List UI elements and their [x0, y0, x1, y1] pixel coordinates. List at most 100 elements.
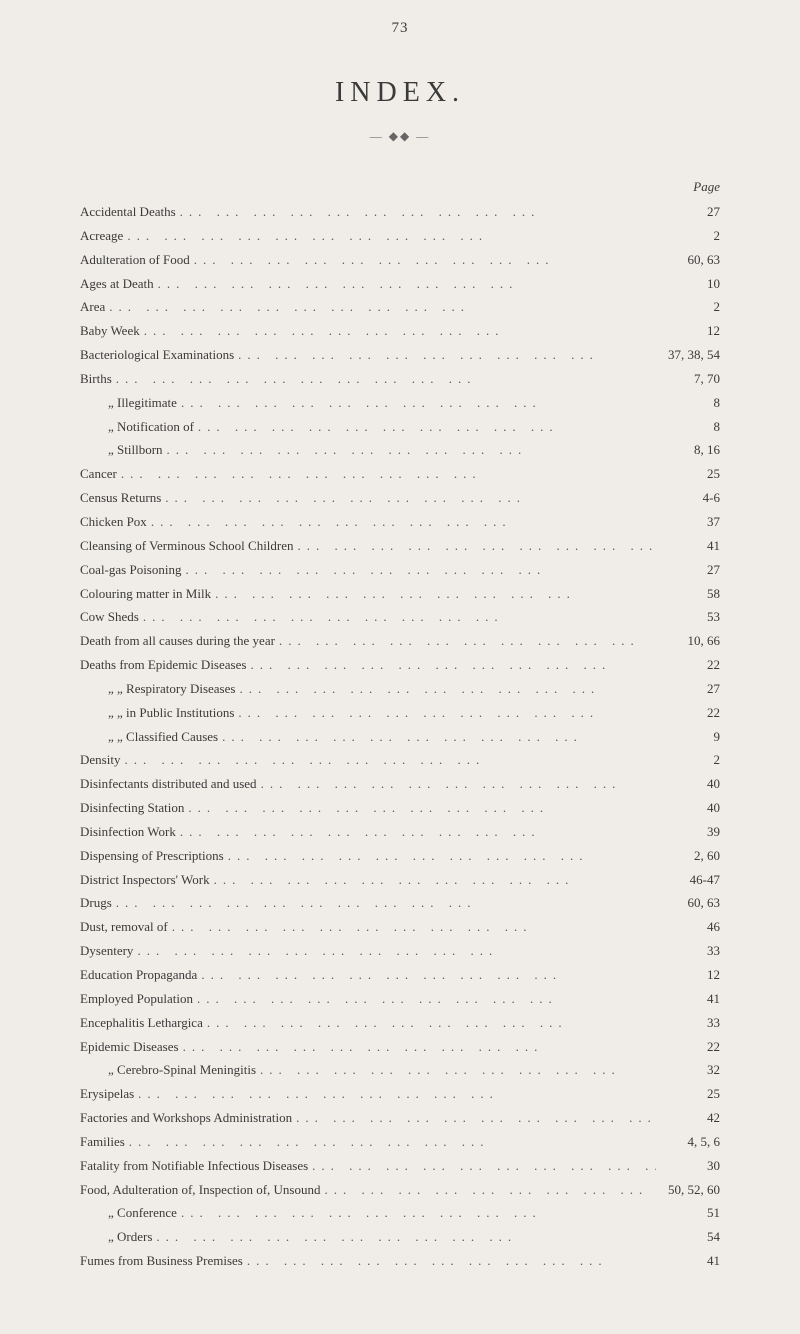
- entry-label: „ Illegitimate: [108, 394, 177, 413]
- entry-dots: ... ... ... ... ... ... ... ... ... ...: [109, 298, 656, 317]
- entry-dots: ... ... ... ... ... ... ... ... ... ...: [312, 1157, 656, 1176]
- entry-label: Disinfecting Station: [80, 799, 184, 818]
- entry-dots: ... ... ... ... ... ... ... ... ... ...: [298, 537, 656, 556]
- entry-page: 53: [660, 608, 720, 627]
- index-entry: Cleansing of Verminous School Children .…: [80, 537, 720, 556]
- entry-page: 40: [660, 799, 720, 818]
- entry-page: 25: [660, 1085, 720, 1104]
- title-divider: [80, 129, 720, 144]
- index-entry: Accidental Deaths ... ... ... ... ... ..…: [80, 203, 720, 222]
- entry-label: Adulteration of Food: [80, 251, 190, 270]
- index-entry: Epidemic Diseases ... ... ... ... ... ..…: [80, 1038, 720, 1057]
- entry-page: 46-47: [660, 871, 720, 890]
- entry-label: Chicken Pox: [80, 513, 147, 532]
- entry-label: Drugs: [80, 894, 112, 913]
- entry-page: 2: [660, 751, 720, 770]
- index-entry: „ Notification of ... ... ... ... ... ..…: [80, 418, 720, 437]
- page-column-header: Page: [80, 179, 720, 195]
- entry-dots: ... ... ... ... ... ... ... ... ... ...: [228, 847, 656, 866]
- index-entry: Density ... ... ... ... ... ... ... ... …: [80, 751, 720, 770]
- index-entry: Factories and Workshops Administration .…: [80, 1109, 720, 1128]
- entry-page: 60, 63: [660, 894, 720, 913]
- index-entry: Disinfecting Station ... ... ... ... ...…: [80, 799, 720, 818]
- entry-page: 51: [660, 1204, 720, 1223]
- entry-page: 42: [660, 1109, 720, 1128]
- index-entry: „ Cerebro-Spinal Meningitis ... ... ... …: [80, 1061, 720, 1080]
- entry-dots: ... ... ... ... ... ... ... ... ... ...: [185, 561, 656, 580]
- entry-dots: ... ... ... ... ... ... ... ... ... ...: [214, 871, 656, 890]
- entry-dots: ... ... ... ... ... ... ... ... ... ...: [215, 585, 656, 604]
- index-entry: Families ... ... ... ... ... ... ... ...…: [80, 1133, 720, 1152]
- entry-dots: ... ... ... ... ... ... ... ... ... ...: [222, 728, 656, 747]
- entry-label: Erysipelas: [80, 1085, 134, 1104]
- entry-label: Death from all causes during the year: [80, 632, 275, 651]
- entry-dots: ... ... ... ... ... ... ... ... ... ...: [143, 608, 656, 627]
- entry-page: 2, 60: [660, 847, 720, 866]
- index-list: Accidental Deaths ... ... ... ... ... ..…: [80, 203, 720, 1271]
- index-entry: Encephalitis Lethargica ... ... ... ... …: [80, 1014, 720, 1033]
- entry-page: 33: [660, 942, 720, 961]
- entry-label: Deaths from Epidemic Diseases: [80, 656, 246, 675]
- entry-label: Employed Population: [80, 990, 193, 1009]
- entry-dots: ... ... ... ... ... ... ... ... ... ...: [296, 1109, 656, 1128]
- entry-page: 22: [660, 704, 720, 723]
- entry-dots: ... ... ... ... ... ... ... ... ... ...: [181, 1204, 656, 1223]
- entry-page: 8: [660, 394, 720, 413]
- index-entry: Coal-gas Poisoning ... ... ... ... ... .…: [80, 561, 720, 580]
- entry-page: 10: [660, 275, 720, 294]
- entry-label: Ages at Death: [80, 275, 154, 294]
- entry-dots: ... ... ... ... ... ... ... ... ... ...: [261, 775, 656, 794]
- index-entry: „ „ in Public Institutions ... ... ... .…: [80, 704, 720, 723]
- entry-dots: ... ... ... ... ... ... ... ... ... ...: [250, 656, 656, 675]
- entry-dots: ... ... ... ... ... ... ... ... ... ...: [207, 1014, 656, 1033]
- entry-label: Cow Sheds: [80, 608, 139, 627]
- entry-page: 9: [660, 728, 720, 747]
- entry-dots: ... ... ... ... ... ... ... ... ... ...: [180, 823, 656, 842]
- index-entry: Baby Week ... ... ... ... ... ... ... ..…: [80, 322, 720, 341]
- index-entry: Area ... ... ... ... ... ... ... ... ...…: [80, 298, 720, 317]
- index-entry: „ Orders ... ... ... ... ... ... ... ...…: [80, 1228, 720, 1247]
- index-entry: Fatality from Notifiable Infectious Dise…: [80, 1157, 720, 1176]
- entry-dots: ... ... ... ... ... ... ... ... ... ...: [324, 1181, 656, 1200]
- entry-label: Families: [80, 1133, 125, 1152]
- entry-page: 39: [660, 823, 720, 842]
- index-entry: Colouring matter in Milk ... ... ... ...…: [80, 585, 720, 604]
- entry-dots: ... ... ... ... ... ... ... ... ... ...: [172, 918, 656, 937]
- entry-label: Bacteriological Examinations: [80, 346, 234, 365]
- entry-page: 40: [660, 775, 720, 794]
- entry-dots: ... ... ... ... ... ... ... ... ... ...: [156, 1228, 656, 1247]
- entry-dots: ... ... ... ... ... ... ... ... ... ...: [188, 799, 656, 818]
- index-entry: „ „ Respiratory Diseases ... ... ... ...…: [80, 680, 720, 699]
- entry-dots: ... ... ... ... ... ... ... ... ... ...: [116, 370, 656, 389]
- entry-dots: ... ... ... ... ... ... ... ... ... ...: [239, 680, 656, 699]
- entry-page: 2: [660, 227, 720, 246]
- entry-page: 8, 16: [660, 441, 720, 460]
- entry-page: 22: [660, 656, 720, 675]
- page-number: 73: [80, 20, 720, 37]
- entry-label: Fatality from Notifiable Infectious Dise…: [80, 1157, 308, 1176]
- entry-label: Coal-gas Poisoning: [80, 561, 181, 580]
- entry-dots: ... ... ... ... ... ... ... ... ... ...: [247, 1252, 656, 1271]
- entry-dots: ... ... ... ... ... ... ... ... ... ...: [124, 751, 656, 770]
- entry-label: „ Notification of: [108, 418, 194, 437]
- entry-page: 2: [660, 298, 720, 317]
- entry-label: Accidental Deaths: [80, 203, 176, 222]
- entry-page: 58: [660, 585, 720, 604]
- entry-page: 27: [660, 680, 720, 699]
- entry-label: Fumes from Business Premises: [80, 1252, 243, 1271]
- index-entry: Disinfectants distributed and used ... .…: [80, 775, 720, 794]
- entry-page: 4, 5, 6: [660, 1133, 720, 1152]
- entry-dots: ... ... ... ... ... ... ... ... ... ...: [197, 990, 656, 1009]
- index-entry: Chicken Pox ... ... ... ... ... ... ... …: [80, 513, 720, 532]
- index-entry: Adulteration of Food ... ... ... ... ...…: [80, 251, 720, 270]
- entry-page: 25: [660, 465, 720, 484]
- entry-page: 33: [660, 1014, 720, 1033]
- entry-page: 32: [660, 1061, 720, 1080]
- index-entry: Erysipelas ... ... ... ... ... ... ... .…: [80, 1085, 720, 1104]
- entry-dots: ... ... ... ... ... ... ... ... ... ...: [238, 704, 656, 723]
- entry-label: Epidemic Diseases: [80, 1038, 179, 1057]
- entry-dots: ... ... ... ... ... ... ... ... ... ...: [127, 227, 656, 246]
- entry-label: Disinfection Work: [80, 823, 176, 842]
- index-entry: „ Stillborn ... ... ... ... ... ... ... …: [80, 441, 720, 460]
- index-entry: Dysentery ... ... ... ... ... ... ... ..…: [80, 942, 720, 961]
